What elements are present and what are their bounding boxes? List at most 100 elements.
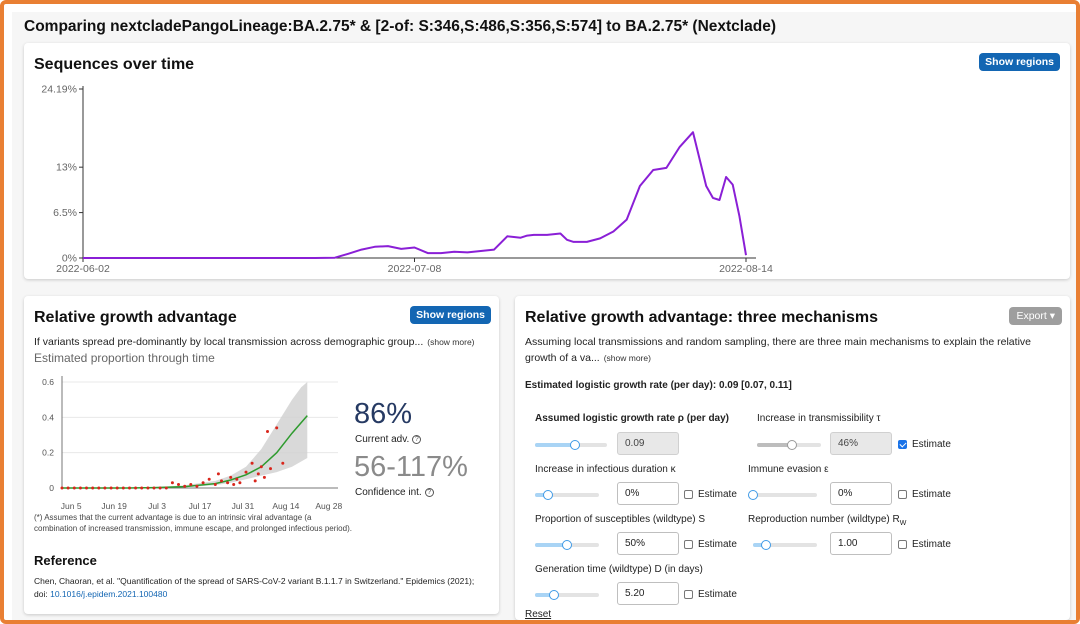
estimated-rate-value: 0.09 [0.07, 0.11] [718,380,792,391]
data-point [275,426,279,430]
data-point [152,486,156,490]
checkbox-icon[interactable] [684,590,693,599]
description-text: If variants spread pre-dominantly by loc… [34,336,424,348]
y-tick-label: 6.5% [53,207,77,219]
confidence-text: Confidence int. [355,487,422,498]
x-tick-label: Jul 31 [232,501,255,511]
reproduction-label: Reproduction number (wildtype) RW [748,514,906,527]
susceptibles-input[interactable]: 50% [617,532,679,555]
sequences-line-chart: 0% 6.5% 13% 24.19% 2022-06-02 2022-07-08 2022-… [41,84,773,276]
data-point [281,461,285,465]
data-point [253,479,257,483]
x-tick-label: Jun 19 [101,501,127,511]
data-point [183,484,187,488]
checkbox-icon[interactable] [684,490,693,499]
data-point [128,486,131,490]
data-point [216,472,220,476]
x-tick-label: Aug 14 [272,501,299,511]
generation-time-label: Generation time (wildtype) D (in days) [535,564,703,575]
reproduction-input[interactable]: 1.00 [830,532,892,555]
infectious-duration-slider[interactable] [535,490,599,500]
data-point [140,486,144,490]
y-tick-label: 0.2 [42,448,54,458]
proportion-chart: 0 0.2 0.4 0.6 Jun 5 Jun 19 Jul 3 Jul 17 Jul 31 Au… [42,376,343,512]
dashboard: Comparing nextcladePangoLineage:BA.2.75*… [12,12,1076,620]
three-mechanisms-card: Relative growth advantage: three mechani… [515,296,1070,620]
x-tick-label: Jul 17 [189,501,212,511]
reproduction-estimate-checkbox[interactable]: Estimate [898,539,951,550]
generation-time-estimate-checkbox[interactable]: Estimate [684,589,737,600]
x-tick-label: Jul 3 [148,501,166,511]
assumption-footnote: (*) Assumes that the current advantage i… [34,513,352,533]
show-more-link[interactable]: (show more) [427,337,475,347]
data-point [85,486,88,490]
growth-rate-input[interactable]: 0.09 [617,432,679,455]
infectious-duration-input[interactable]: 0% [617,482,679,505]
infectious-duration-estimate-checkbox[interactable]: Estimate [684,489,737,500]
susceptibles-estimate-checkbox[interactable]: Estimate [684,539,737,550]
relative-growth-card: Relative growth advantage Show regions I… [24,296,499,614]
estimate-label: Estimate [912,489,951,500]
generation-time-input[interactable]: 5.20 [617,582,679,605]
confidence-interval-value: 56-117% [354,451,468,483]
data-point [259,465,263,469]
estimate-label: Estimate [912,539,951,550]
checkbox-icon[interactable] [898,540,907,549]
relative-growth-title: Relative growth advantage [34,309,237,326]
data-point [177,483,180,486]
mechanisms-description-text: Assuming local transmissions and random … [525,336,1031,364]
current-advantage-label: Current adv.? [355,434,422,445]
immune-evasion-input[interactable]: 0% [830,482,892,505]
checkbox-icon[interactable] [684,540,693,549]
data-point [170,481,174,485]
export-button[interactable]: Export ▾ [1009,307,1062,325]
y-tick-label: 13% [56,162,77,174]
checkbox-icon[interactable] [898,440,907,449]
generation-time-slider[interactable] [535,590,599,600]
confidence-band [62,382,308,488]
reproduction-label-sub: W [899,520,907,527]
growth-rate-label: Assumed logistic growth rate ρ (per day) [535,413,729,424]
estimated-growth-rate: Estimated logistic growth rate (per day)… [525,380,792,391]
reproduction-slider[interactable] [753,540,817,550]
data-point [256,472,260,476]
checkbox-icon[interactable] [898,490,907,499]
help-icon-2[interactable]: ? [424,488,434,497]
x-tick-label: 2022-07-08 [388,263,442,275]
data-point [262,475,266,479]
reproduction-label-text: Reproduction number (wildtype) R [748,514,900,525]
reference-citation: Chen, Chaoran, et al. "Quantification of… [34,575,489,601]
estimate-label: Estimate [912,439,951,450]
data-point [115,486,119,490]
transmissibility-estimate-checkbox[interactable]: Estimate [898,439,951,450]
three-mechanisms-title: Relative growth advantage: three mechani… [525,309,878,326]
estimated-rate-label: Estimated logistic growth rate (per day)… [525,380,717,391]
transmissibility-slider[interactable] [757,440,821,450]
chart-subtitle: Estimated proportion through time [34,351,215,365]
x-tick-label: 2022-06-02 [56,263,110,275]
reset-link[interactable]: Reset [525,609,552,620]
susceptibles-label: Proportion of susceptibles (wildtype) S [535,514,706,525]
y-tick-label: 24.19% [41,84,77,96]
data-point [121,486,125,490]
immune-evasion-slider[interactable] [748,490,817,500]
relative-growth-description: If variants spread pre-dominantly by loc… [34,336,475,348]
help-icon[interactable]: ? [412,435,422,444]
transmissibility-input[interactable]: 46% [830,432,892,455]
data-point [232,483,236,486]
show-regions-button-2[interactable]: Show regions [410,306,491,324]
reference-doi-link[interactable]: 10.1016/j.epidem.2021.100480 [50,589,168,599]
immune-evasion-label: Immune evasion ε [748,464,829,475]
proportion-line [83,131,747,259]
susceptibles-slider[interactable] [535,540,599,550]
immune-evasion-estimate-checkbox[interactable]: Estimate [898,489,951,500]
data-point [195,484,199,488]
x-year-label: 2022 [63,511,80,512]
data-point [78,486,82,490]
mechanisms-description: Assuming local transmissions and random … [525,334,1065,366]
growth-rate-slider[interactable] [535,440,607,450]
show-regions-button[interactable]: Show regions [979,53,1060,71]
show-more-link-2[interactable]: (show more) [603,353,651,363]
x-tick-label: 2022-08-14 [719,263,773,275]
